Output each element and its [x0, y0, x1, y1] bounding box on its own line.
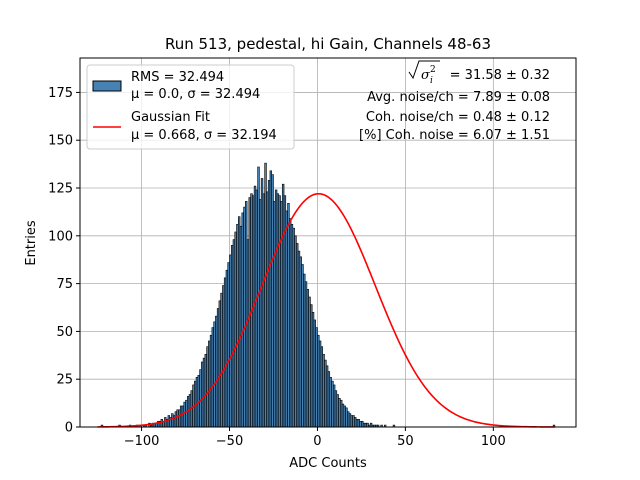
x-axis-label: ADC Counts — [289, 456, 367, 471]
gaussian-fit-line — [97, 192, 555, 428]
legend-fit-label: Gaussian Fit — [131, 110, 210, 125]
y-tick-label: 25 — [56, 373, 73, 388]
y-axis-ticks: 0 25 50 75 100 125 150 175 — [48, 86, 80, 436]
svg-text:i: i — [430, 76, 433, 86]
noise-statistics: σ 2 i = 31.58 ± 0.32 Avg. noise/ch = 7.8… — [359, 60, 550, 143]
legend-fit-stats: μ = 0.668, σ = 32.194 — [131, 128, 277, 143]
y-tick-label: 125 — [48, 182, 73, 197]
legend-frame — [86, 64, 295, 150]
x-tick-label: 100 — [481, 434, 506, 449]
y-tick-label: 150 — [48, 134, 73, 149]
chart-title: Run 513, pedestal, hi Gain, Channels 48-… — [165, 35, 491, 53]
x-tick-label: −100 — [124, 434, 160, 449]
y-tick-label: 75 — [56, 277, 73, 292]
coherent-noise-percent: [%] Coh. noise = 6.07 ± 1.51 — [359, 128, 550, 143]
avg-noise-per-channel: Avg. noise/ch = 7.89 ± 0.08 — [367, 90, 550, 105]
x-tick-label: −50 — [216, 434, 243, 449]
svg-text:2: 2 — [430, 65, 436, 75]
x-axis-ticks: −100 −50 0 50 100 — [124, 427, 506, 449]
coherent-noise-per-channel: Coh. noise/ch = 0.48 ± 0.12 — [366, 110, 550, 125]
y-tick-label: 100 — [48, 229, 73, 244]
sqrt-sigma-value: = 31.58 ± 0.32 — [450, 68, 550, 83]
sqrt-sigma-symbol: σ 2 i — [408, 60, 440, 86]
x-tick-label: 0 — [313, 434, 321, 449]
grid — [80, 58, 576, 428]
plot-frame — [79, 57, 577, 428]
y-tick-label: 175 — [48, 86, 73, 101]
y-axis-label: Entries — [24, 220, 39, 266]
legend-histogram-label: RMS = 32.494 — [131, 70, 224, 85]
x-tick-label: 50 — [397, 434, 414, 449]
y-tick-label: 0 — [65, 421, 73, 436]
legend: RMS = 32.494 μ = 0.0, σ = 32.494 Gaussia… — [86, 64, 295, 150]
svg-text:σ: σ — [421, 68, 431, 83]
legend-histogram-swatch — [92, 80, 122, 92]
y-tick-label: 50 — [56, 325, 73, 340]
legend-histogram-stats: μ = 0.0, σ = 32.494 — [131, 87, 260, 102]
